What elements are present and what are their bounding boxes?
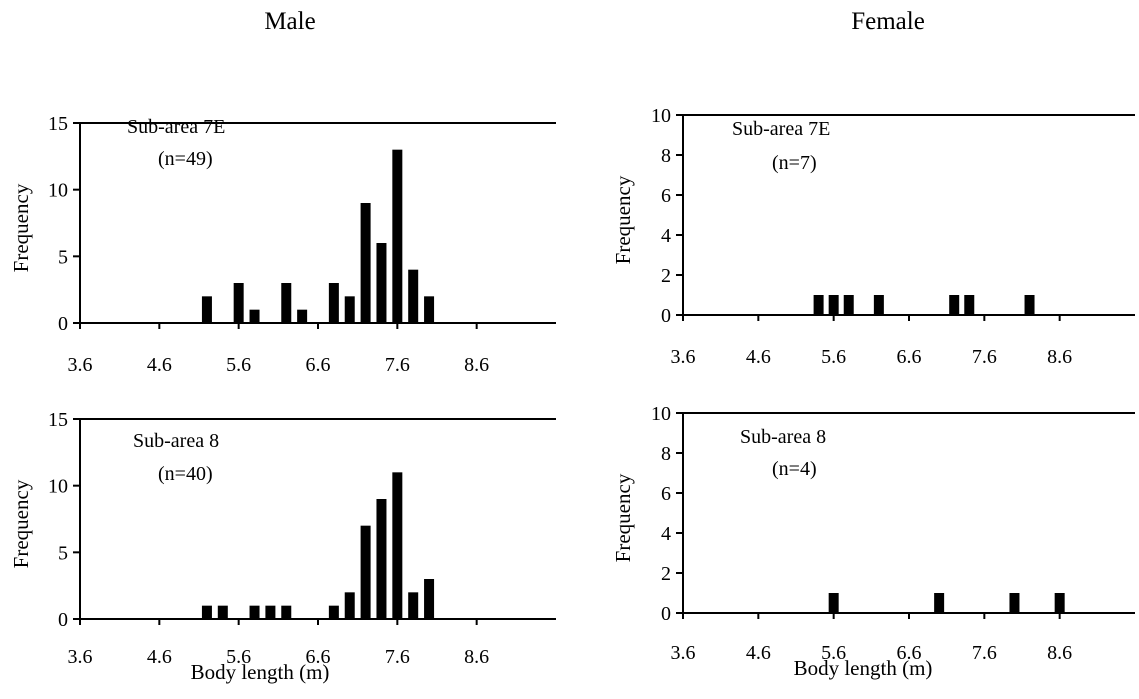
x-tick-label: 6.6 [897, 346, 922, 368]
y-tick-label: 0 [661, 603, 671, 625]
histogram-bar [424, 296, 435, 323]
male-column-title: Male [264, 8, 316, 35]
x-tick-label: 8.6 [464, 646, 489, 668]
y-tick-label: 4 [661, 225, 671, 247]
x-tick-label: 3.6 [68, 354, 93, 376]
y-tick-label: 15 [48, 409, 68, 431]
x-tick-label: 6.6 [306, 646, 331, 668]
histogram-bar [328, 605, 339, 619]
x-tick-label: 8.6 [464, 354, 489, 376]
histogram-bar [376, 499, 387, 619]
x-tick-label: 7.6 [385, 646, 410, 668]
histogram-bar [873, 295, 884, 315]
y-tick-label: 10 [651, 403, 671, 425]
histogram-bar [934, 593, 945, 613]
histogram-bar [281, 283, 292, 323]
female-7e-histogram: 0 2 4 6 8 10 3.6 4.6 5.6 6.6 7.6 8.6 Frequency Sub-ar… [611, 105, 1135, 368]
y-axis-label: Frequency [611, 175, 635, 264]
x-tick-label: 5.6 [821, 642, 846, 664]
y-axis-label: Frequency [9, 183, 33, 272]
y-tick-label: 2 [661, 265, 671, 287]
x-tick-label: 5.6 [226, 646, 251, 668]
histogram-bar [297, 309, 308, 323]
x-axis-label: Body length (m) [794, 656, 933, 680]
y-tick-label: 0 [58, 313, 68, 335]
y-axis-label: Frequency [9, 479, 33, 568]
y-tick-label: 10 [48, 180, 68, 202]
y-tick-label: 0 [661, 305, 671, 327]
y-tick-label: 4 [661, 523, 671, 545]
histogram-bar [201, 605, 212, 619]
histogram-bar [813, 295, 824, 315]
histogram-bar [408, 592, 419, 619]
y-tick-label: 10 [651, 105, 671, 127]
histogram-bar [408, 269, 419, 323]
histogram-bar [376, 243, 387, 323]
x-tick-label: 4.6 [746, 642, 771, 664]
y-tick-label: 8 [661, 443, 671, 465]
x-tick-label: 3.6 [671, 642, 696, 664]
histogram-bar [344, 592, 355, 619]
x-tick-label: 6.6 [897, 642, 922, 664]
y-tick-label: 6 [661, 483, 671, 505]
sample-size-annotation: (n=49) [158, 148, 213, 170]
histogram-bar [249, 309, 260, 323]
x-tick-label: 3.6 [68, 646, 93, 668]
x-tick-label: 3.6 [671, 346, 696, 368]
x-tick-label: 4.6 [147, 646, 172, 668]
y-tick-label: 0 [58, 609, 68, 631]
female-8-histogram: 0 2 4 6 8 10 3.6 4.6 5.6 6.6 7.6 8.6 Frequency Sub-ar… [611, 403, 1135, 680]
histogram-bar [949, 295, 960, 315]
x-tick-label: 7.6 [972, 642, 997, 664]
histogram-bar [344, 296, 355, 323]
y-tick-label: 5 [58, 542, 68, 564]
histogram-bar [217, 605, 228, 619]
y-tick-label: 2 [661, 563, 671, 585]
histogram-bar [249, 605, 260, 619]
sub-area-annotation: Sub-area 7E [127, 116, 225, 138]
x-tick-label: 5.6 [821, 346, 846, 368]
histogram-bar [843, 295, 854, 315]
histogram-bar [964, 295, 975, 315]
sample-size-annotation: (n=7) [772, 152, 817, 174]
x-tick-label: 6.6 [306, 354, 331, 376]
y-axis-label: Frequency [611, 473, 635, 562]
histogram-bar [828, 295, 839, 315]
histogram-bar [1024, 295, 1035, 315]
sub-area-annotation: Sub-area 8 [133, 430, 219, 452]
y-tick-label: 10 [48, 476, 68, 498]
histogram-bar [281, 605, 292, 619]
histogram-bar [265, 605, 276, 619]
x-tick-label: 8.6 [1047, 346, 1072, 368]
x-axis-label: Body length (m) [191, 660, 330, 684]
sample-size-annotation: (n=4) [772, 458, 817, 480]
histogram-bar [360, 525, 371, 619]
histogram-bar [201, 296, 212, 323]
histogram-bar [424, 579, 435, 619]
histogram-bar [360, 203, 371, 323]
histogram-bar [392, 472, 403, 619]
sample-size-annotation: (n=40) [158, 463, 213, 485]
histogram-bar [1054, 593, 1065, 613]
y-tick-label: 5 [58, 246, 68, 268]
y-tick-label: 8 [661, 145, 671, 167]
male-7e-histogram: 0 5 10 15 3.6 4.6 5.6 6.6 7.6 8.6 Frequency Sub-are… [9, 113, 556, 376]
histogram-bar [392, 149, 403, 323]
x-tick-label: 8.6 [1047, 642, 1072, 664]
x-tick-label: 4.6 [147, 354, 172, 376]
x-tick-label: 5.6 [226, 354, 251, 376]
sub-area-annotation: Sub-area 8 [740, 426, 826, 448]
histogram-bar [328, 283, 339, 323]
histogram-bar [233, 283, 244, 323]
histogram-bar [828, 593, 839, 613]
histogram-bar [1009, 593, 1020, 613]
sub-area-annotation: Sub-area 7E [732, 118, 830, 140]
x-tick-label: 7.6 [972, 346, 997, 368]
y-tick-label: 6 [661, 185, 671, 207]
x-tick-label: 4.6 [746, 346, 771, 368]
female-column-title: Female [851, 8, 925, 35]
y-tick-label: 15 [48, 113, 68, 135]
x-tick-label: 7.6 [385, 354, 410, 376]
male-8-histogram: 0 5 10 15 3.6 4.6 5.6 6.6 7.6 8.6 Frequency Sub-are… [9, 409, 556, 684]
